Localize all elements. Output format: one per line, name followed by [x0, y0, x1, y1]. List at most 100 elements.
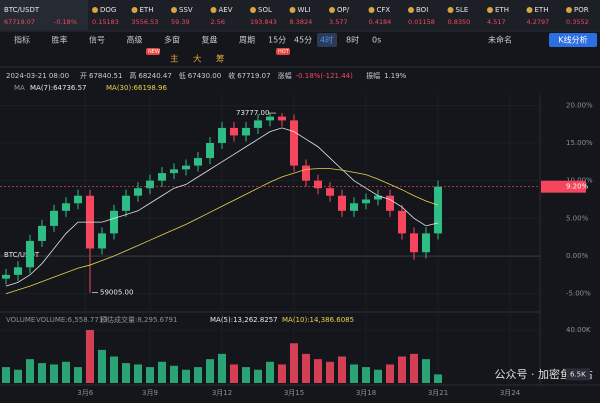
tool-button[interactable]: 胜率 — [52, 35, 68, 45]
tool-button[interactable]: 复盘 — [202, 35, 218, 45]
analysis-text[interactable]: K线分析 — [558, 35, 587, 45]
ticker-name[interactable]: AEV — [219, 6, 233, 14]
coin-icon — [487, 7, 493, 13]
volume-bar — [326, 361, 334, 383]
candle-body — [74, 195, 82, 204]
info-time: 2024-03-21 08:00 — [6, 72, 69, 80]
coin-icon — [171, 7, 177, 13]
volume-bar — [254, 369, 262, 383]
ticker-name[interactable]: ETH — [535, 6, 549, 14]
candle-body — [98, 233, 106, 249]
analysis-button — [549, 33, 597, 47]
ma-line — [5, 168, 439, 295]
ticker-price[interactable]: 8.3824 — [290, 18, 313, 26]
ticker-price[interactable]: 0.8350 — [448, 18, 471, 26]
candle-body — [26, 240, 34, 268]
candle-body — [410, 233, 418, 253]
tool-button[interactable]: 周期 — [239, 36, 255, 45]
candle-body — [422, 233, 430, 253]
candle-body — [254, 120, 262, 128]
candle-body — [158, 173, 166, 181]
ticker-price[interactable]: 3.577 — [329, 18, 348, 26]
y-tick-label: 15.00% — [566, 139, 593, 147]
interval-button[interactable]: 45分 — [294, 36, 312, 45]
info-value: 67719.07 — [237, 72, 270, 80]
y-tick-label: 20.00% — [566, 101, 593, 109]
ticker-price[interactable]: 0.01158 — [408, 18, 435, 26]
candle-body — [122, 195, 130, 211]
candle-body — [230, 127, 238, 136]
candle-body — [38, 225, 46, 241]
ticker-name[interactable]: WLI — [298, 6, 311, 14]
tool-button[interactable]: 多窗 — [164, 35, 180, 45]
ticker-price[interactable]: 67719.07 — [4, 18, 35, 26]
info-label: 开 — [80, 72, 87, 80]
tool-button[interactable]: 0s — [372, 36, 381, 45]
tool-button[interactable]: 信号 — [89, 35, 105, 45]
ticker-name[interactable]: SOL — [258, 6, 272, 14]
info-value: -0.18%(-121.44) — [296, 72, 354, 80]
candle-body — [14, 267, 22, 275]
ticker-price[interactable]: 193.843 — [250, 18, 277, 26]
ticker-price[interactable]: 3556.53 — [132, 18, 159, 26]
volume-bar — [146, 367, 154, 383]
tool-button[interactable]: 高级 — [127, 35, 143, 45]
tool-button[interactable]: 指标 — [14, 35, 30, 45]
candle-body — [290, 120, 298, 166]
candle-body — [362, 199, 370, 204]
volume-bar — [134, 364, 142, 383]
candle-body — [194, 158, 202, 166]
sub-tool[interactable]: 主 — [170, 54, 179, 65]
volume-header: VOLUME — [6, 316, 35, 324]
volume-bar — [422, 359, 430, 383]
ticker-name[interactable]: SSV — [179, 6, 193, 14]
ticker-active — [0, 0, 88, 30]
info-label: 涨幅 — [278, 71, 292, 80]
ticker-name[interactable]: BOI — [416, 6, 428, 14]
badge-text: HOT — [278, 49, 290, 55]
interval-button[interactable]: 15分 — [268, 36, 286, 45]
volume-tick-label: 40.00K — [566, 326, 591, 334]
sub-tool[interactable]: 大 — [193, 54, 202, 65]
layout-name[interactable]: 未命名 — [488, 35, 512, 45]
info-label: 振幅 — [366, 71, 380, 80]
ticker-name[interactable]: POR — [574, 6, 589, 14]
y-tick-label: 5.00% — [566, 214, 589, 222]
volume-bar — [98, 349, 106, 383]
candle-body — [266, 116, 274, 121]
volume-bar — [314, 359, 322, 383]
ticker-price[interactable]: 0.3552 — [566, 18, 589, 26]
interval-button[interactable]: 4时 — [320, 35, 333, 45]
ticker-name[interactable]: DOG — [100, 6, 116, 14]
volume-bar — [74, 367, 82, 383]
volume-bar — [410, 353, 418, 383]
interval-button[interactable]: 8时 — [346, 35, 359, 45]
candle-body — [278, 116, 286, 121]
ticker-name[interactable]: SLE — [456, 6, 469, 14]
ticker-price[interactable]: 0.15183 — [92, 18, 119, 26]
x-tick-label: 3月21 — [428, 389, 448, 397]
ticker-name[interactable]: ETH — [140, 6, 154, 14]
candle-body — [182, 165, 190, 170]
ticker-name[interactable]: OP/ — [337, 6, 350, 14]
ticker-price[interactable]: 59.39 — [171, 18, 190, 26]
ticker-name[interactable]: CFX — [377, 6, 391, 14]
current-label: 9.20% — [566, 183, 589, 191]
ticker-name[interactable]: BTC/USDT — [4, 6, 40, 14]
coin-icon — [92, 7, 98, 13]
info-value: 67430.00 — [188, 72, 221, 80]
volume-bar — [14, 369, 22, 383]
ticker-name[interactable]: ETH — [495, 6, 509, 14]
x-tick-label: 3月15 — [284, 389, 304, 397]
ticker-price[interactable]: 4.517 — [487, 18, 506, 26]
candle-body — [314, 180, 322, 189]
sub-tool[interactable]: 筹 — [216, 54, 225, 65]
ticker-price[interactable]: 4.2797 — [527, 18, 550, 26]
candle-body — [62, 203, 70, 211]
x-tick-label: 3月18 — [356, 389, 376, 397]
ticker-price[interactable]: 2.56 — [211, 18, 225, 26]
x-tick-label: 3月24 — [500, 389, 521, 397]
candle-body — [134, 188, 142, 196]
ticker-price[interactable]: 0.4184 — [369, 18, 392, 26]
